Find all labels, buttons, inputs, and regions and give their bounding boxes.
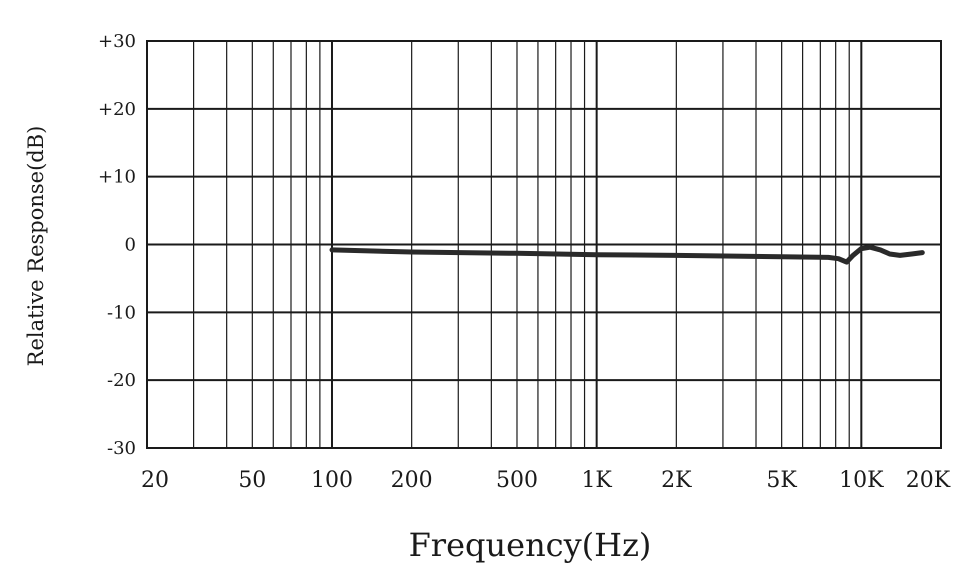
x-tick-label: 2K <box>661 468 692 493</box>
y-tick-labels: +30 +20 +10 0 -10 -20 -30 <box>98 31 136 459</box>
y-tick-label: +20 <box>98 99 136 120</box>
x-tick-label: 5K <box>766 468 797 493</box>
x-tick-label: 100 <box>311 468 353 493</box>
y-tick-label: -10 <box>107 302 136 323</box>
x-tick-labels: 20 50 100 200 500 1K 2K 5K 10K 20K <box>141 468 951 493</box>
response-curve <box>329 244 925 265</box>
y-tick-label: 0 <box>125 235 136 256</box>
y-tick-label: -30 <box>107 438 136 459</box>
x-tick-label: 200 <box>391 468 433 493</box>
x-tick-label: 500 <box>496 468 538 493</box>
response-curve-layer <box>329 244 925 265</box>
x-tick-label: 1K <box>581 468 612 493</box>
y-tick-label: +30 <box>98 31 136 52</box>
y-tick-label: +10 <box>98 167 136 188</box>
y-axis-title: Relative Response(dB) <box>24 126 48 367</box>
x-tick-label: 10K <box>839 468 884 493</box>
x-axis-title: Frequency(Hz) <box>409 526 652 564</box>
x-tick-label: 20K <box>906 468 951 493</box>
major-grid <box>147 41 941 448</box>
x-tick-label: 50 <box>238 468 266 493</box>
plot-frame <box>146 40 942 449</box>
y-tick-label: -20 <box>107 370 136 391</box>
x-tick-label: 20 <box>141 468 169 493</box>
